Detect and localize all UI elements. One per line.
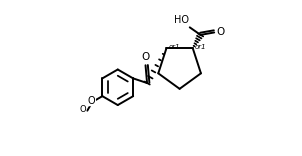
Text: or1: or1 (169, 44, 180, 50)
Text: O: O (79, 105, 86, 114)
Text: O: O (141, 52, 150, 62)
Text: O: O (216, 27, 224, 37)
Text: O: O (88, 96, 95, 106)
Text: HO: HO (174, 15, 189, 25)
Text: or1: or1 (195, 44, 207, 50)
